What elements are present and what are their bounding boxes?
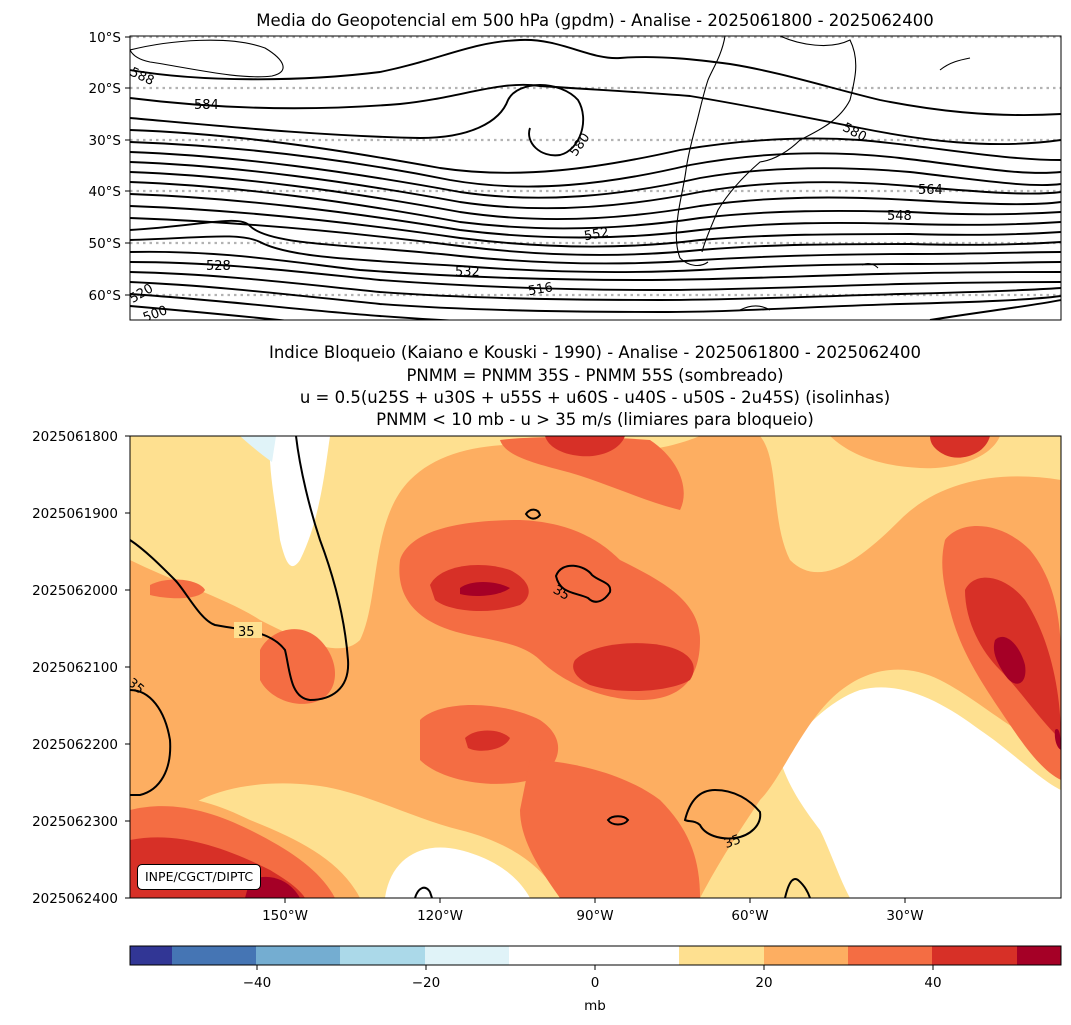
- colorbar-swatch: [764, 946, 849, 965]
- bottom-title-line: PNMM = PNMM 35S - PNMM 55S (sombreado): [406, 366, 783, 385]
- colorbar-swatch: [256, 946, 341, 965]
- contour-label: 532: [455, 265, 480, 280]
- top-lat-axis: 10°S 20°S 30°S 40°S 50°S 60°S: [89, 30, 130, 304]
- u-35-contours: [130, 436, 811, 898]
- shade-30-40: [150, 579, 205, 599]
- blocking-heatmap: 35 35 35 35: [130, 436, 1061, 898]
- lon-tick-label: 150°W: [262, 908, 308, 924]
- label-bg: [234, 622, 262, 638]
- geopotential-contours: [130, 39, 1061, 320]
- shade-gt50: [993, 636, 1026, 684]
- colorbar-tick-label: −40: [243, 975, 272, 991]
- lat-tick-label: 50°S: [89, 236, 122, 252]
- contour-label: 584: [194, 98, 219, 113]
- colorbar-swatch: [340, 946, 426, 965]
- lat-tick-label: 10°S: [89, 30, 122, 46]
- colorbar-swatch: [130, 946, 173, 965]
- top-panel-title: Media do Geopotencial em 500 hPa (gpdm) …: [256, 11, 934, 30]
- contour-label: 552: [583, 225, 610, 244]
- colorbar-tick-label: 40: [924, 975, 941, 991]
- contour-label: 516: [527, 280, 554, 299]
- lon-tick-label: 90°W: [576, 908, 613, 924]
- colorbar-tick-label: 20: [755, 975, 772, 991]
- lon-axis: 150°W 120°W 90°W 60°W 30°W: [262, 898, 924, 924]
- colorbar-swatch: [172, 946, 257, 965]
- u-contour-labels: 35 35 35 35: [130, 583, 743, 852]
- time-tick-label: 2025062300: [32, 814, 118, 830]
- time-tick-label: 2025061900: [32, 506, 118, 522]
- shade-30-40: [520, 760, 700, 898]
- lat-tick-label: 40°S: [89, 184, 122, 200]
- shade-gt50: [460, 582, 510, 596]
- shade-40-50: [465, 730, 510, 751]
- colorbar-swatch: [932, 946, 1018, 965]
- lat-tick-label: 20°S: [89, 81, 122, 97]
- lon-tick-label: 120°W: [417, 908, 463, 924]
- shade-gt50: [1054, 729, 1061, 750]
- shade-40-50: [573, 643, 694, 692]
- bottom-panel-title: Indice Bloqueio (Kaiano e Kouski - 1990)…: [269, 343, 921, 429]
- lat-tick-label: 60°S: [89, 288, 122, 304]
- shade-40-50: [545, 436, 625, 457]
- shade-0-10: [269, 436, 330, 567]
- shade-40-50: [930, 436, 990, 458]
- contour-label: 548: [887, 209, 912, 224]
- top-gridlines: [130, 36, 1061, 297]
- top-map-area: 588 584 580 580 564 548 552 528 532 516 …: [130, 36, 1061, 320]
- shade-30-40: [260, 629, 335, 704]
- time-tick-label: 2025061800: [32, 429, 118, 445]
- contour-label-35: 35: [722, 832, 743, 852]
- colorbar-tick-label: 0: [591, 975, 600, 991]
- colorbar-swatch: [679, 946, 765, 965]
- colorbar-swatch: [848, 946, 933, 965]
- shade-0-10: [385, 847, 530, 898]
- contour-label-35: 35: [238, 625, 255, 640]
- contour-label: 528: [206, 259, 231, 274]
- bottom-title-line: u = 0.5(u25S + u30S + u55S + u60S - u40S…: [300, 388, 890, 407]
- shade-30-40: [500, 437, 684, 510]
- colorbar-swatch: [509, 946, 680, 965]
- colorbar-swatch: [1017, 946, 1061, 965]
- time-tick-label: 2025062100: [32, 660, 118, 676]
- credit-label: INPE/CGCT/DIPTC: [137, 864, 262, 890]
- shade-0-10: [780, 687, 1061, 898]
- contour-label-35: 35: [550, 583, 572, 604]
- shade-neg: [240, 436, 276, 462]
- bottom-title-line: Indice Bloqueio (Kaiano e Kouski - 1990)…: [269, 343, 921, 362]
- contour-label: 564: [918, 183, 943, 198]
- top-axes-frame: [129, 35, 1062, 321]
- colorbar-label: mb: [584, 998, 606, 1014]
- colorbar-tick-label: −20: [412, 975, 441, 991]
- colorbar: −40 −20 0 20 40 mb: [129, 945, 1062, 1014]
- coastlines: [130, 36, 971, 311]
- time-tick-label: 2025062200: [32, 737, 118, 753]
- bottom-title-line: PNMM < 10 mb - u > 35 m/s (limiares para…: [376, 410, 814, 429]
- lon-tick-label: 30°W: [886, 908, 923, 924]
- time-tick-label: 2025062400: [32, 891, 118, 907]
- time-axis: 2025061800 2025061900 2025062000 2025062…: [32, 429, 130, 907]
- lat-tick-label: 30°S: [89, 133, 122, 149]
- colorbar-swatch: [425, 946, 510, 965]
- time-tick-label: 2025062000: [32, 583, 118, 599]
- lon-tick-label: 60°W: [731, 908, 768, 924]
